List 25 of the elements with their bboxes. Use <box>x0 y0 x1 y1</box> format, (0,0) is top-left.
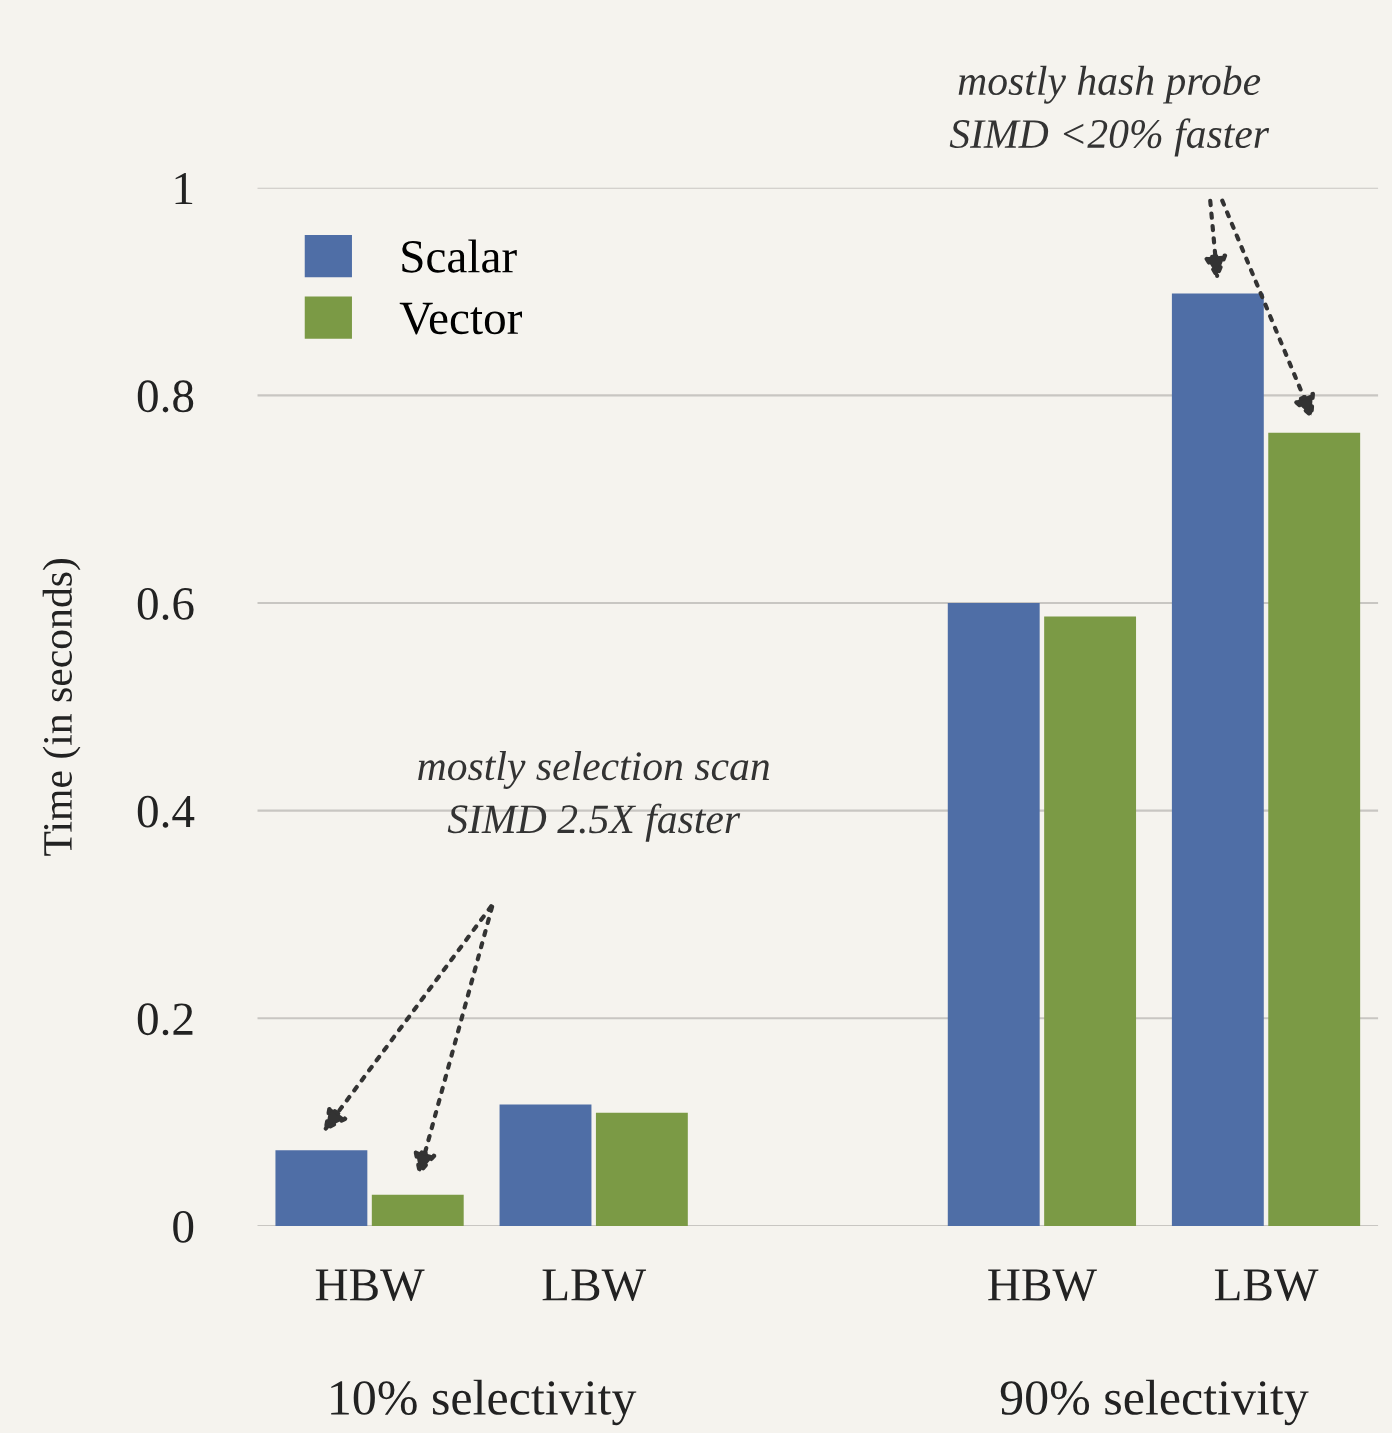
text: mostly hash probe SIMD <20% faster <box>949 65 1270 157</box>
bar <box>595 1112 688 1226</box>
legend-label: Vector <box>399 302 522 335</box>
x-tick-label: LBW <box>1214 1269 1319 1302</box>
bar <box>275 1150 368 1226</box>
bar <box>947 603 1040 1226</box>
bar <box>1268 432 1361 1226</box>
bar <box>371 1194 464 1226</box>
x-tick-label: HBW <box>315 1269 425 1302</box>
y-tick-label: 0.8 <box>137 380 194 413</box>
text: 90% selectivity <box>1000 1379 1309 1426</box>
bar <box>1171 293 1264 1226</box>
x-tick-label: LBW <box>542 1269 647 1302</box>
text: 10% selectivity <box>331 1379 637 1426</box>
y-tick-label: 0.4 <box>137 795 195 828</box>
y-tick-label: 0 <box>173 1210 194 1243</box>
x-tick-label: HBW <box>988 1269 1097 1302</box>
y-axis-title: Time (in seconds) <box>42 558 81 856</box>
y-tick-label: 1 <box>175 172 193 205</box>
bar <box>499 1104 592 1226</box>
y-tick-label: 0.2 <box>137 1003 193 1036</box>
y-tick-label: 0.6 <box>137 587 194 621</box>
annotation: mostly selection scan SIMD 2.5X faster <box>418 751 769 842</box>
legend-label: Scalar <box>402 239 517 273</box>
bar <box>1044 616 1137 1226</box>
